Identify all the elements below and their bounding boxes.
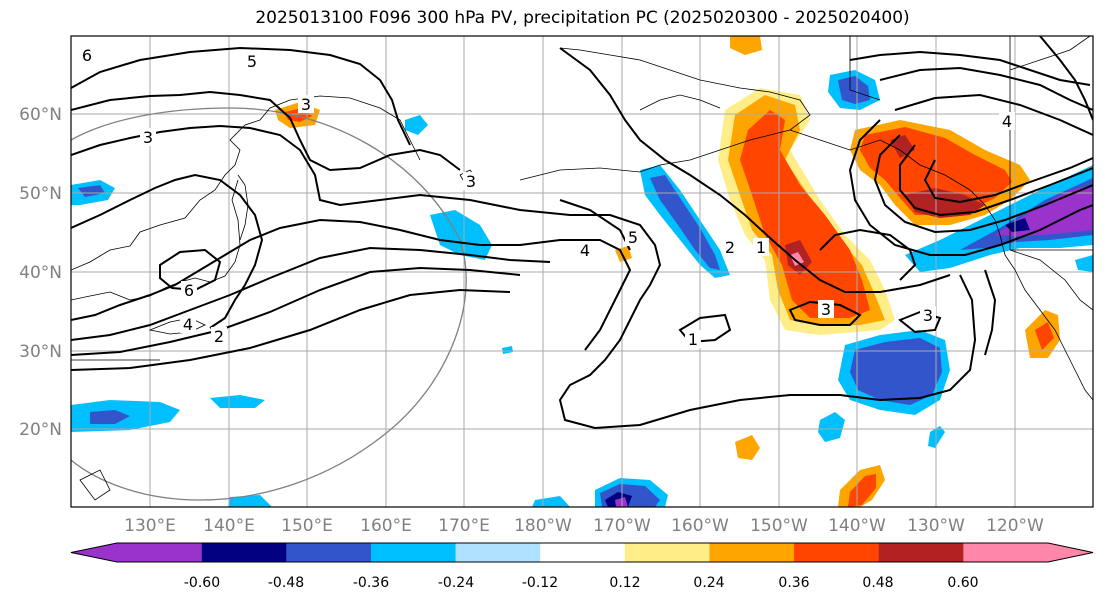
contour-label: 3 xyxy=(466,172,476,191)
colorbar-swatch xyxy=(709,543,795,562)
contour-label: 3 xyxy=(923,306,933,325)
colorbar-tick-label: -0.48 xyxy=(268,575,304,591)
colorbar-tick-label: 0.12 xyxy=(609,575,640,591)
contour-label: 4 xyxy=(183,315,193,334)
lon-label: 130°W xyxy=(907,516,965,536)
contour-label: 3 xyxy=(821,300,831,319)
contour-label: 4 xyxy=(1002,112,1012,131)
lon-label: 140°W xyxy=(828,516,886,536)
colorbar-tick-label: -0.24 xyxy=(438,575,474,591)
lon-label: 150°E xyxy=(281,516,333,536)
contour-label: 3 xyxy=(143,128,153,147)
great-circle xyxy=(71,107,467,501)
contour-label: 6 xyxy=(82,46,92,65)
longitude-labels: 130°E 140°E 150°E 160°E 170°E 180°W 170°… xyxy=(124,516,1044,536)
colorbar-tick-label: 0.24 xyxy=(693,575,724,591)
contour-label: 2 xyxy=(214,327,224,346)
lat-label: 60°N xyxy=(19,105,62,125)
contour-label: 5 xyxy=(628,228,638,247)
lon-label: 160°E xyxy=(360,516,412,536)
contour-label: 1 xyxy=(688,330,698,349)
graticule xyxy=(71,36,1093,507)
colorbar xyxy=(70,542,1094,563)
lon-label: 180°W xyxy=(514,516,572,536)
colorbar-swatch xyxy=(624,543,710,562)
colorbar-swatch xyxy=(540,543,626,562)
coastlines xyxy=(71,36,1093,501)
colorbar-ticks: -0.60 -0.48 -0.36 -0.24 -0.12 0.12 0.24 … xyxy=(184,575,979,591)
colorbar-tick-label: -0.36 xyxy=(353,575,389,591)
colorbar-tick-label: 0.36 xyxy=(778,575,809,591)
lat-label: 20°N xyxy=(19,420,62,440)
lon-label: 150°W xyxy=(750,516,808,536)
colorbar-swatch xyxy=(963,543,1093,562)
colorbar-swatch xyxy=(370,543,457,562)
contour-labels: 6 5 3 3 6 4 2 3 5 4 2 1 3 3 xyxy=(79,46,1015,349)
lon-label: 160°W xyxy=(671,516,729,536)
colorbar-swatch xyxy=(201,543,287,562)
lat-label: 30°N xyxy=(19,342,62,362)
colorbar-tick-label: -0.12 xyxy=(522,575,558,591)
contour-label: 6 xyxy=(184,281,194,300)
colorbar-outline xyxy=(70,542,1094,563)
latitude-labels: 60°N 50°N 40°N 30°N 20°N xyxy=(19,105,62,440)
colorbar-swatch xyxy=(878,543,964,562)
pv-contours xyxy=(71,36,1093,430)
contour-label: 2 xyxy=(725,238,735,257)
lon-label: 170°E xyxy=(438,516,490,536)
contour-label: 3 xyxy=(301,95,311,114)
lon-label: 170°W xyxy=(593,516,651,536)
lon-label: 130°E xyxy=(124,516,176,536)
colorbar-tick-label: 0.60 xyxy=(947,575,978,591)
lon-label: 120°W xyxy=(986,516,1044,536)
map-title: 2025013100 F096 300 hPa PV, precipitatio… xyxy=(255,8,910,28)
colorbar-tick-label: 0.48 xyxy=(862,575,893,591)
colorbar-swatch xyxy=(71,543,202,562)
lat-label: 50°N xyxy=(19,184,62,204)
contour-label: 1 xyxy=(756,238,766,257)
map-border xyxy=(70,35,1094,508)
colorbar-swatch xyxy=(794,543,880,562)
colorbar-tick-label: -0.60 xyxy=(184,575,220,591)
contour-label: 4 xyxy=(580,241,590,260)
lon-label: 140°E xyxy=(203,516,255,536)
lat-label: 40°N xyxy=(19,263,62,283)
colorbar-swatch xyxy=(455,543,541,562)
colorbar-swatch xyxy=(286,543,372,562)
contour-label: 5 xyxy=(247,52,257,71)
